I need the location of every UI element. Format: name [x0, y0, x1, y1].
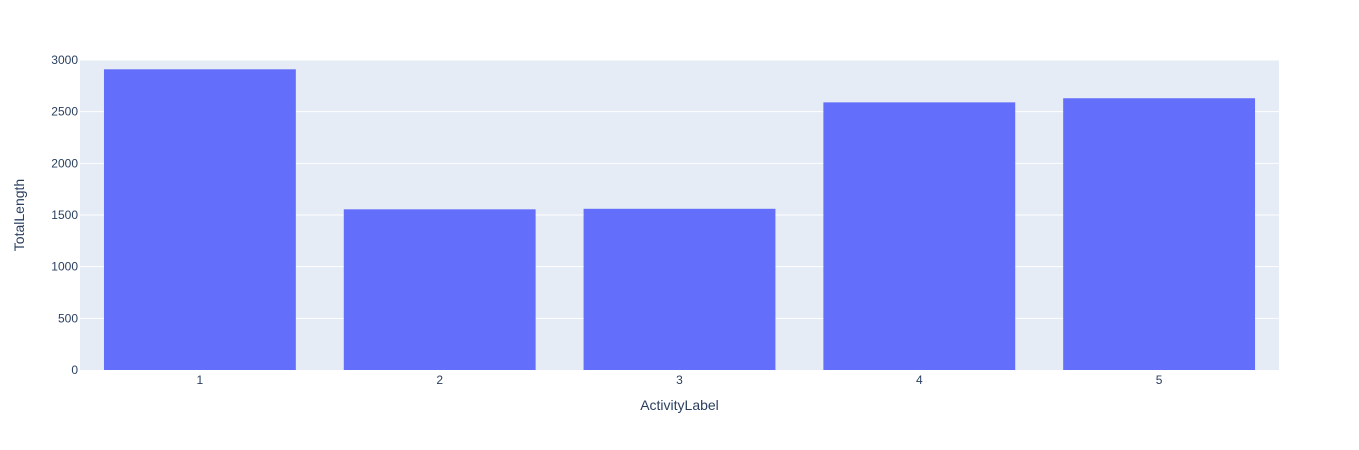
y-tick-label-3: 1500 — [51, 208, 78, 222]
x-axis-ticks: 1 2 3 4 5 — [197, 373, 1163, 387]
y-tick-label-1: 500 — [58, 311, 78, 325]
bar-5[interactable] — [1063, 98, 1256, 370]
x-tick-label-2: 2 — [436, 373, 443, 387]
x-tick-label-3: 3 — [676, 373, 683, 387]
bar-2[interactable] — [343, 209, 536, 370]
y-axis-ticks: 0 500 1000 1500 2000 2500 3000 — [51, 53, 78, 377]
bars — [103, 69, 1256, 371]
x-tick-label-4: 4 — [916, 373, 923, 387]
y-tick-label-4: 2000 — [51, 156, 78, 170]
bar-4[interactable] — [823, 102, 1016, 370]
x-tick-label-5: 5 — [1156, 373, 1163, 387]
y-tick-label-2: 1000 — [51, 260, 78, 274]
y-axis-title: TotalLength — [11, 179, 27, 251]
x-axis-title: ActivityLabel — [640, 397, 719, 413]
y-tick-label-6: 3000 — [51, 53, 78, 67]
bar-1[interactable] — [103, 69, 296, 371]
y-tick-label-0: 0 — [71, 363, 78, 377]
y-tick-label-5: 2500 — [51, 105, 78, 119]
bar-3[interactable] — [583, 208, 776, 370]
x-tick-label-1: 1 — [197, 373, 204, 387]
